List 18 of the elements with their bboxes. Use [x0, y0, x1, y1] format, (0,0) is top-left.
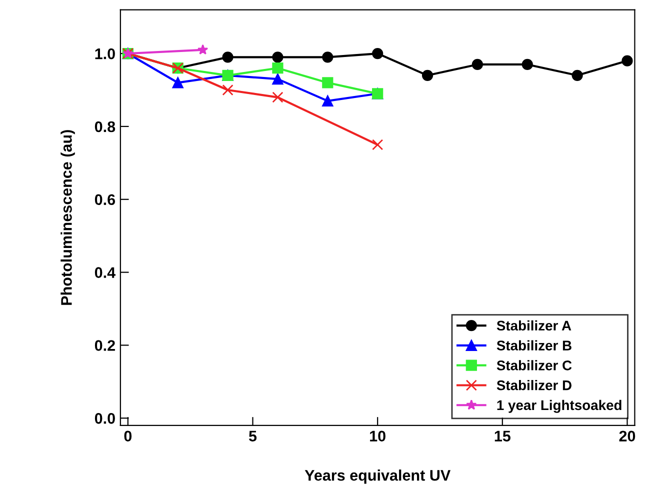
y-tick-label: 0.0 [94, 413, 115, 424]
y-tick-label: 0.6 [94, 194, 116, 206]
y-tick-label: 0.4 [94, 267, 116, 278]
y-tick-label: 0.2 [94, 340, 115, 351]
x-tick-label: 10 [370, 430, 386, 442]
legend-label: Stabilizer B [496, 340, 572, 350]
x-axis-title: Years equivalent UV [304, 470, 451, 484]
x-tick-label: 15 [494, 430, 510, 442]
legend-label: Stabilizer A [496, 320, 572, 331]
legend-label: Stabilizer C [496, 360, 572, 370]
x-tick-label: 20 [619, 430, 636, 442]
y-axis-title: Photoluminescence (au) [60, 130, 75, 305]
y-tick-label: 0.8 [94, 121, 116, 132]
legend-label: 1 year Lightsoaked [497, 400, 622, 413]
x-tick-label: 5 [248, 430, 257, 442]
x-tick-label: 0 [124, 430, 132, 442]
y-tick-label: 1.0 [95, 48, 115, 60]
legend-label: Stabilizer D [496, 380, 572, 390]
